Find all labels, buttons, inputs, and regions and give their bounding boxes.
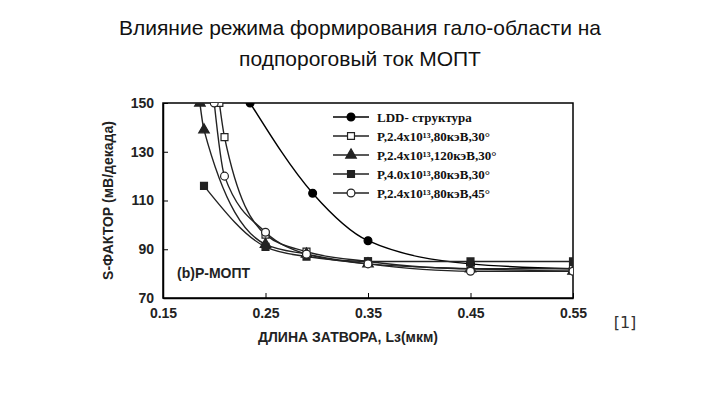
series-marker bbox=[569, 267, 573, 275]
series-marker bbox=[262, 228, 270, 236]
x-tick-label: 0.55 bbox=[560, 305, 587, 321]
series-marker bbox=[363, 258, 374, 267]
series-marker bbox=[301, 248, 312, 257]
x-tick-mark bbox=[368, 293, 369, 298]
x-tick: 0.25 bbox=[252, 293, 279, 321]
x-tick: 0.35 bbox=[355, 293, 382, 321]
legend-marker bbox=[347, 189, 355, 197]
series-marker bbox=[467, 258, 474, 265]
x-tick-label: 0.45 bbox=[457, 305, 484, 321]
y-axis-title: S-ФАКТОР (мВ/декада) bbox=[100, 121, 116, 280]
y-tick: 90 bbox=[138, 241, 168, 257]
data-area bbox=[195, 103, 573, 275]
legend-label: P,2.4x10¹³,80кэВ,45° bbox=[377, 186, 490, 201]
x-tick: 0.55 bbox=[560, 293, 587, 321]
series-marker bbox=[364, 260, 372, 268]
x-axis: 0.15 0.25 0.35 0.45 0.55 bbox=[150, 293, 587, 321]
legend-item: LDD- структура bbox=[333, 110, 472, 125]
y-tick: 70 bbox=[138, 290, 168, 306]
title: Влияние режима формирования гало-области… bbox=[119, 16, 601, 70]
y-tick-mark bbox=[163, 298, 168, 299]
x-tick-mark bbox=[471, 293, 472, 298]
series-line bbox=[250, 103, 573, 269]
series-marker bbox=[201, 182, 208, 189]
series-marker bbox=[199, 124, 210, 133]
series-marker bbox=[303, 250, 311, 258]
legend-marker bbox=[348, 133, 355, 140]
y-tick: 150 bbox=[131, 95, 168, 111]
title-line: подпороговый ток МОПТ bbox=[239, 47, 481, 70]
legend-item: P,2.4x10¹³,80кэВ,30° bbox=[333, 129, 490, 144]
plot: 0.15 0.25 0.35 0.45 0.55 70 90 110 130 150 bbox=[131, 95, 588, 321]
series-marker bbox=[309, 189, 317, 197]
series-marker bbox=[364, 237, 372, 245]
annotation: (b)P-МОПТ bbox=[177, 265, 250, 281]
legend: LDD- структура P,2.4x10¹³,80кэВ,30° P,2.4x… bbox=[333, 110, 496, 201]
y-tick-mark bbox=[163, 201, 168, 202]
legend-label: LDD- структура bbox=[377, 110, 472, 125]
legend-label: P,2.4x10¹³,120кэВ,30° bbox=[377, 148, 496, 163]
title-line: Влияние режима формирования гало-области… bbox=[119, 16, 601, 39]
series-marker bbox=[195, 103, 206, 106]
series-line bbox=[214, 103, 573, 271]
y-tick-mark bbox=[163, 152, 168, 153]
legend-marker bbox=[346, 149, 357, 158]
legend-item: P,4.0x10¹³,80кэВ,30° bbox=[333, 167, 490, 182]
plot-frame bbox=[163, 103, 573, 298]
reference: [1] bbox=[614, 313, 637, 332]
x-tick-label: 0.35 bbox=[355, 305, 382, 321]
series-marker bbox=[570, 258, 573, 265]
series-marker bbox=[221, 134, 228, 141]
x-tick-mark bbox=[573, 293, 574, 298]
y-tick-mark bbox=[163, 103, 168, 104]
chart: Влияние режима формирования гало-области… bbox=[0, 0, 720, 405]
series-line bbox=[204, 186, 573, 262]
series-marker bbox=[246, 103, 254, 107]
legend-item: P,2.4x10¹³,80кэВ,45° bbox=[333, 186, 490, 201]
legend-marker bbox=[347, 113, 355, 121]
y-tick-label: 70 bbox=[138, 290, 154, 306]
series-marker bbox=[467, 267, 475, 275]
x-tick-label: 0.15 bbox=[150, 305, 177, 321]
x-tick-mark bbox=[266, 293, 267, 298]
series-line bbox=[219, 103, 573, 269]
series-marker bbox=[568, 265, 573, 274]
legend-item: P,2.4x10¹³,120кэВ,30° bbox=[333, 148, 496, 163]
y-tick: 110 bbox=[131, 192, 168, 208]
y-tick-mark bbox=[163, 249, 168, 250]
x-tick: 0.45 bbox=[457, 293, 484, 321]
series-marker bbox=[210, 103, 218, 107]
y-tick-label: 90 bbox=[138, 241, 154, 257]
y-tick-label: 150 bbox=[131, 95, 155, 111]
legend-label: P,2.4x10¹³,80кэВ,30° bbox=[377, 129, 490, 144]
y-tick: 130 bbox=[131, 144, 168, 160]
y-axis: 70 90 110 130 150 bbox=[131, 95, 168, 306]
series-marker bbox=[221, 172, 229, 180]
x-tick-label: 0.25 bbox=[252, 305, 279, 321]
y-tick-label: 130 bbox=[131, 144, 155, 160]
legend-label: P,4.0x10¹³,80кэВ,30° bbox=[377, 167, 490, 182]
series-line bbox=[200, 103, 573, 271]
series-marker bbox=[262, 243, 269, 250]
y-tick-label: 110 bbox=[131, 192, 154, 208]
x-axis-title: ДЛИНА ЗАТВОРА, Lз(мкм) bbox=[258, 329, 438, 345]
legend-marker bbox=[348, 171, 355, 178]
